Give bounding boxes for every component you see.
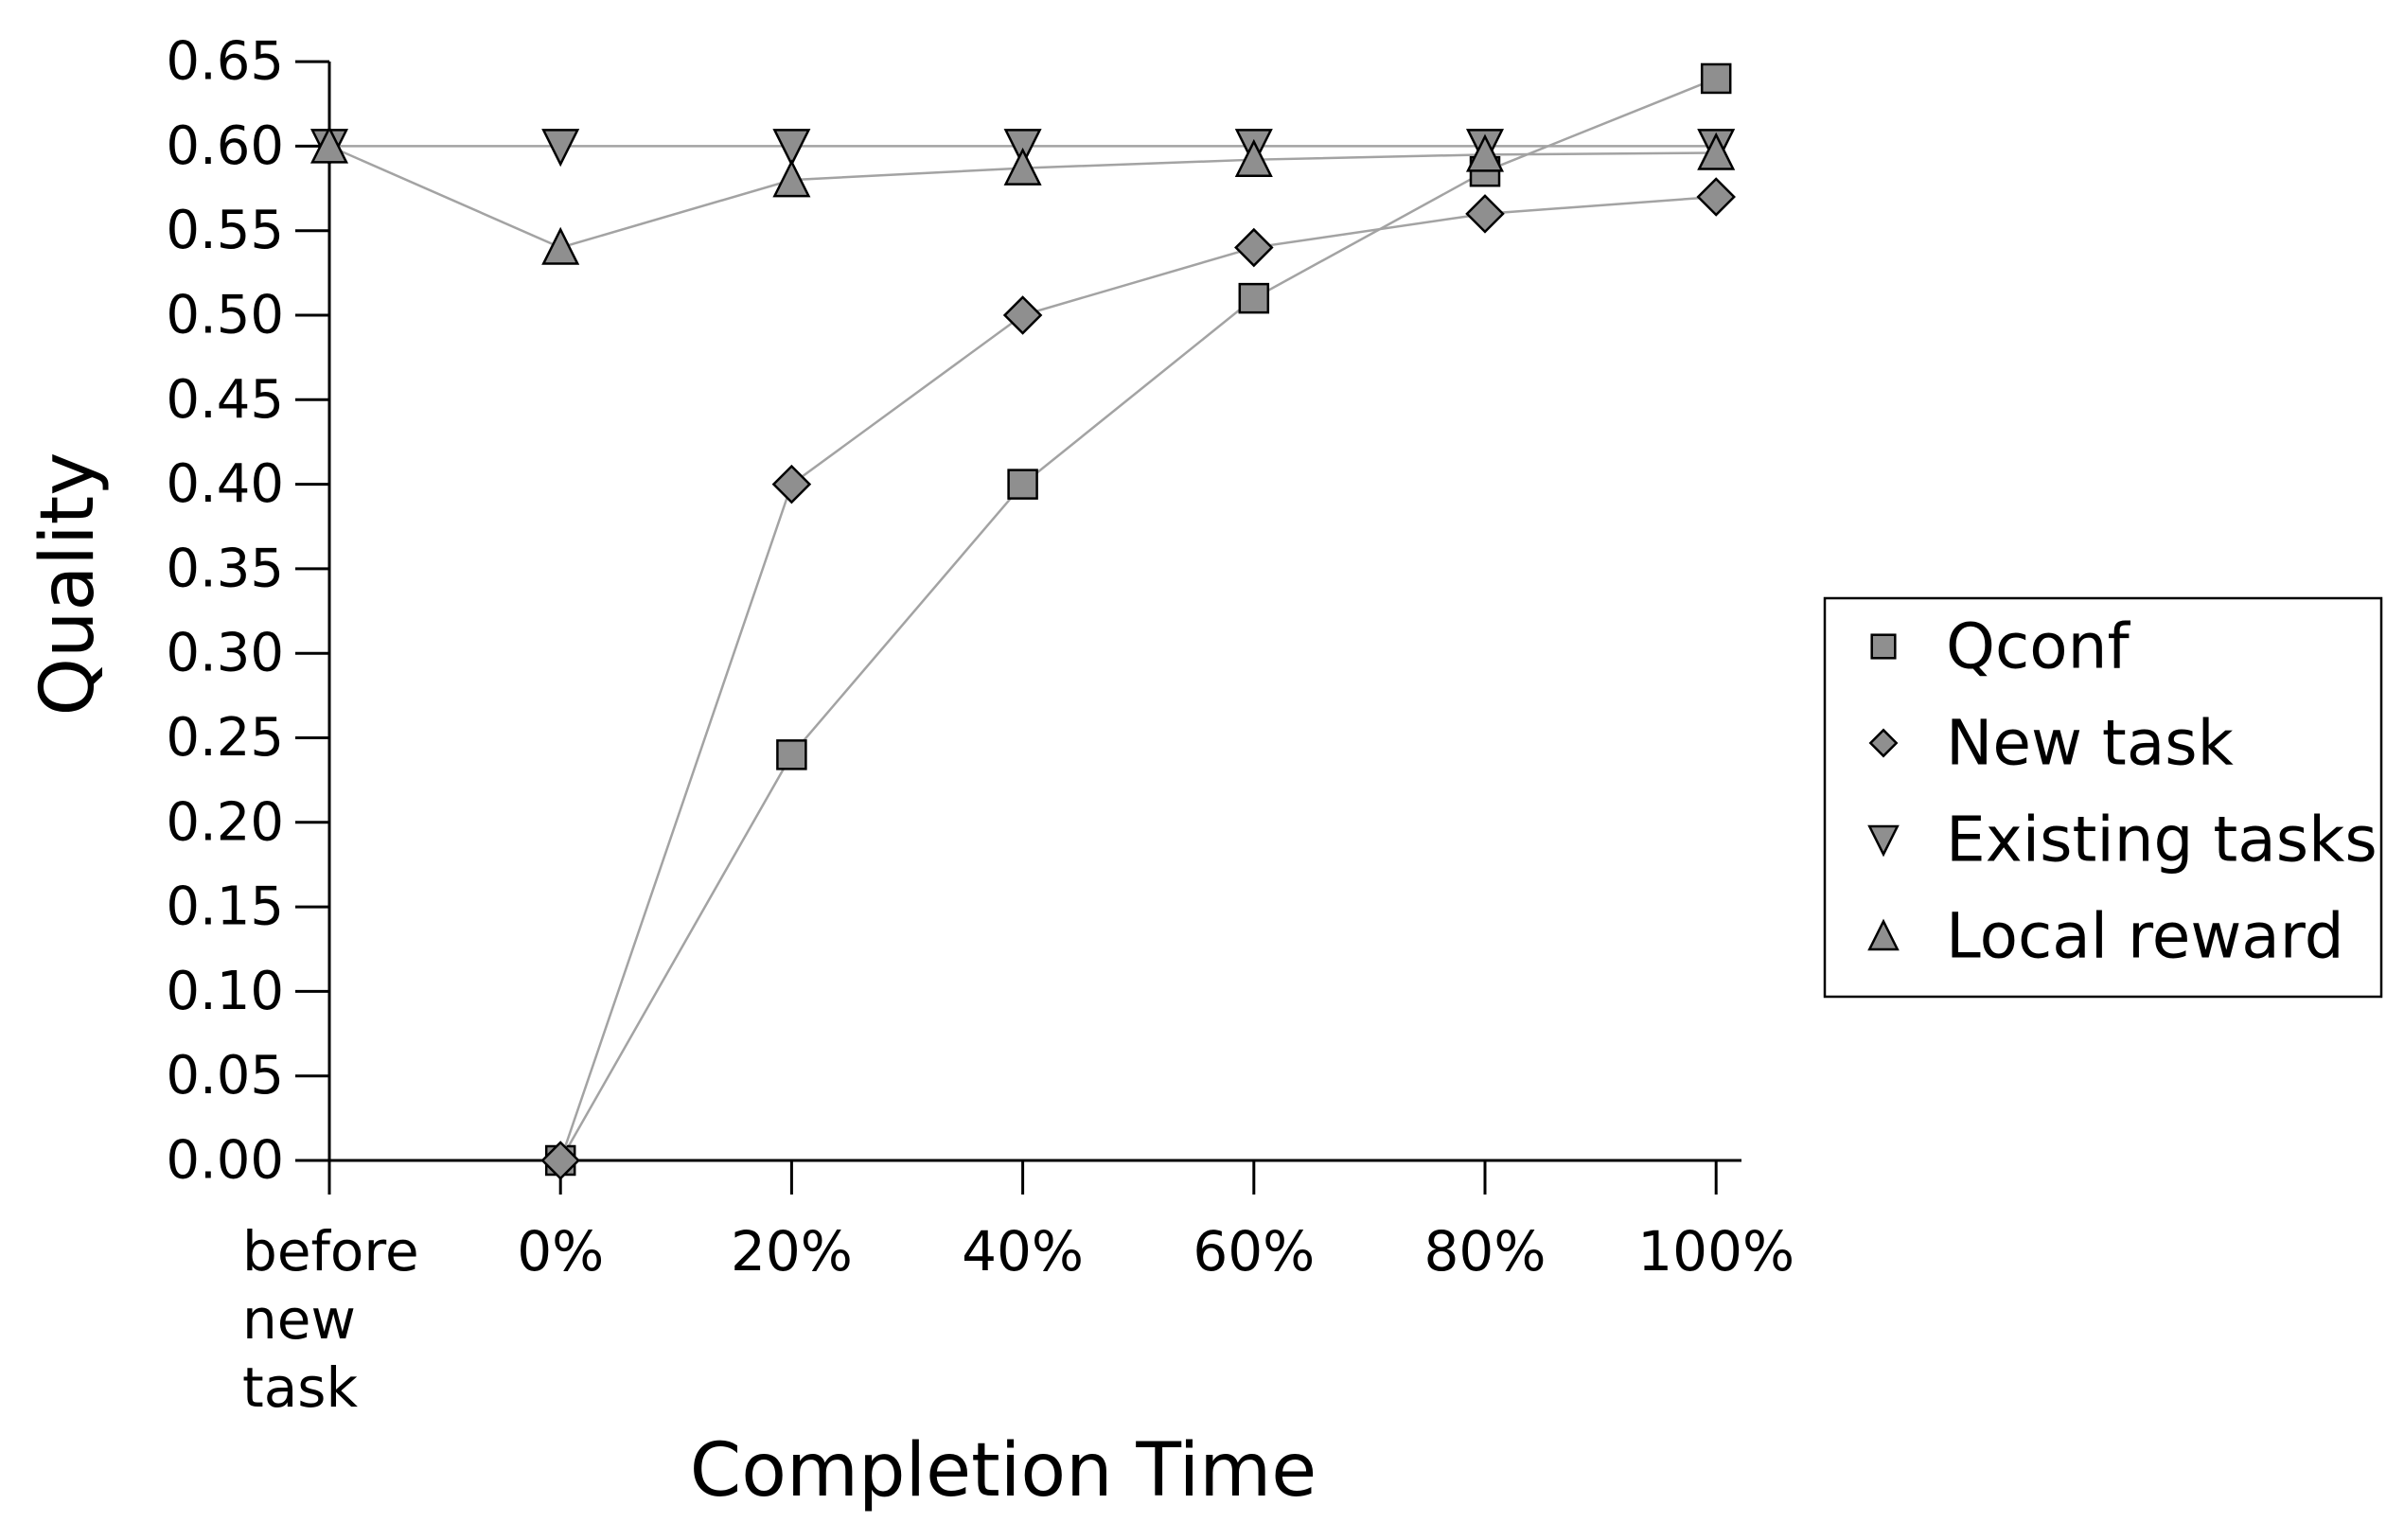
y-tick-label: 0.20: [166, 791, 284, 853]
series-line-qconf: [559, 77, 1717, 1161]
data-point-local-reward: [1697, 132, 1736, 170]
legend-label-local-reward: Local reward: [1946, 900, 2344, 973]
data-point-qconf: [776, 739, 807, 770]
y-tick-label: 0.60: [166, 115, 284, 177]
data-point-new-task: [771, 464, 812, 504]
y-tick-label: 0.15: [166, 876, 284, 938]
x-tick-label: 60%: [1193, 1219, 1315, 1283]
y-tick-label: 0.30: [166, 623, 284, 684]
x-axis-title: Completion Time: [690, 1428, 1317, 1513]
x-tick-label: before: [242, 1219, 419, 1283]
y-tick-label: 0.65: [166, 31, 284, 93]
data-point-local-reward: [309, 125, 349, 164]
legend-label-existing-tasks: Existing tasks: [1946, 804, 2377, 876]
y-tick-label: 0.45: [166, 369, 284, 431]
y-tick-label: 0.40: [166, 453, 284, 515]
data-point-new-task: [1002, 295, 1043, 335]
data-point-new-task: [1696, 177, 1736, 217]
data-point-qconf: [1007, 469, 1038, 500]
x-tick-label: 20%: [731, 1219, 853, 1283]
x-tick-label: 40%: [962, 1219, 1084, 1283]
data-point-existing-tasks: [541, 129, 580, 168]
y-tick-label: 0.50: [166, 285, 284, 346]
y-tick-label: 0.10: [166, 961, 284, 1022]
y-tick-label: 0.55: [166, 200, 284, 261]
data-point-local-reward: [772, 159, 811, 198]
y-tick-label: 0.25: [166, 707, 284, 769]
x-tick-label: 100%: [1637, 1219, 1794, 1283]
data-point-existing-tasks: [1003, 129, 1042, 168]
data-point-local-reward: [1465, 133, 1505, 172]
data-point-new-task: [1234, 227, 1274, 268]
y-tick-label: 0.35: [166, 538, 284, 599]
legend-box: [1823, 596, 2383, 999]
x-tick-label: new: [242, 1287, 356, 1352]
data-point-local-reward: [1003, 147, 1042, 186]
legend-marker-existing-tasks: [1867, 824, 1900, 858]
legend-layer: Qconf New task Existing tasks Local reward: [1823, 596, 2383, 999]
data-point-local-reward: [541, 226, 580, 265]
y-tick-label: 0.05: [166, 1045, 284, 1106]
y-tick-label: 0.00: [166, 1130, 284, 1192]
data-point-qconf: [1700, 62, 1732, 95]
legend-marker-new-task: [1868, 728, 1899, 758]
data-point-new-task: [540, 1141, 580, 1180]
legend-label-qconf: Qconf: [1946, 611, 2130, 683]
data-point-new-task: [1465, 194, 1505, 234]
x-tick-label: 0%: [517, 1219, 604, 1283]
axes-layer: 0.00 0.05 0.10 0.15 0.20 0.25 0.30 0.35 0.40 0.45…: [166, 31, 1794, 1420]
data-point-existing-tasks: [772, 129, 811, 168]
legend-marker-local-reward: [1867, 918, 1900, 951]
legend-label-new-task: New task: [1946, 707, 2235, 780]
x-tick-label: task: [242, 1355, 359, 1420]
legend-marker-qconf: [1870, 633, 1897, 660]
x-tick-label: 80%: [1424, 1219, 1547, 1283]
data-point-local-reward: [1234, 138, 1273, 177]
data-point-qconf: [1238, 282, 1270, 314]
y-axis-title: Quality: [26, 452, 111, 717]
series-line-new-task: [559, 195, 1717, 1161]
series-layer: [309, 62, 1736, 1180]
